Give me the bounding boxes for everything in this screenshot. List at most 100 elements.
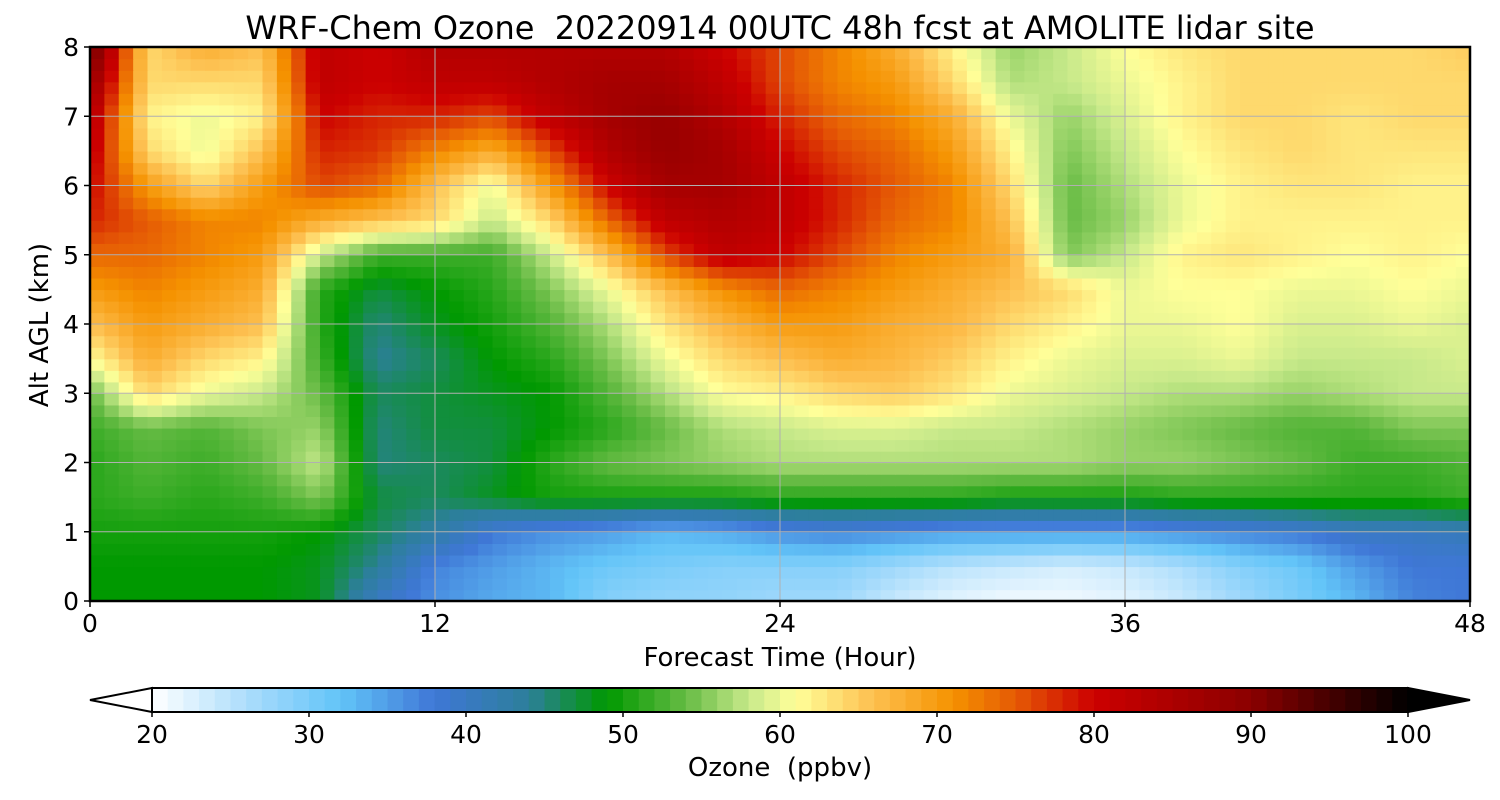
heatmap-cell [895,220,911,233]
heatmap-cell [1081,416,1097,429]
heatmap-cell [837,566,853,579]
heatmap-cell [219,220,235,233]
heatmap-cell [981,116,997,129]
heatmap-cell [621,173,637,187]
heatmap-cell [550,139,566,152]
heatmap-cell [679,485,695,498]
heatmap-cell [909,543,925,556]
heatmap-cell [291,197,307,210]
heatmap-cell [506,70,522,83]
heatmap-cell [104,554,120,568]
heatmap-cell [506,543,522,556]
heatmap-cell [808,416,824,429]
heatmap-cell [1139,254,1155,267]
heatmap-cell [248,450,264,464]
heatmap-cell [435,416,451,429]
heatmap-cell [1398,416,1414,429]
heatmap-cell [1412,335,1428,348]
heatmap-cell [1355,566,1371,579]
heatmap-cell [722,404,738,418]
heatmap-cell [1053,277,1069,291]
heatmap-cell [521,127,537,141]
heatmap-cell [966,324,982,337]
heatmap-cell [1081,485,1097,498]
heatmap-cell [1153,335,1169,348]
heatmap-cell [492,462,508,475]
heatmap-cell [780,254,796,267]
heatmap-cell [938,416,954,429]
heatmap-cell [449,197,465,210]
heatmap-cell [895,577,911,591]
heatmap-cell [909,162,925,175]
heatmap-cell [1283,450,1299,464]
heatmap-cell [1168,393,1184,406]
heatmap-cell [966,93,982,106]
heatmap-cell [291,531,307,544]
heatmap-cell [1010,474,1026,487]
heatmap-cell [205,508,221,521]
heatmap-cell [1024,554,1040,568]
heatmap-cell [205,266,221,279]
heatmap-cell [823,427,839,441]
heatmap-cell [1398,520,1414,533]
heatmap-cell [708,70,724,83]
heatmap-cell [981,277,997,291]
heatmap-cell [1355,173,1371,187]
heatmap-cell [966,485,982,498]
heatmap-cell [478,116,494,129]
heatmap-cell [938,324,954,337]
heatmap-cell [636,300,652,314]
heatmap-cell [305,231,321,244]
heatmap-cell [866,300,882,314]
heatmap-cell [1441,381,1457,394]
heatmap-cell [1110,566,1126,579]
heatmap-cell [133,427,149,441]
heatmap-cell [1283,543,1299,556]
heatmap-cell [377,416,393,429]
heatmap-cell [463,277,479,291]
heatmap-cell [1125,231,1141,244]
heatmap-cell [435,197,451,210]
heatmap-cell [693,531,709,544]
heatmap-cell [1398,231,1414,244]
heatmap-cell [708,116,724,129]
heatmap-cell [1311,243,1327,256]
heatmap-cell [478,47,494,60]
heatmap-cell [722,335,738,348]
heatmap-cell [449,347,465,360]
heatmap-cell [1326,47,1342,60]
heatmap-cell [1225,485,1241,498]
heatmap-cell [435,116,451,129]
heatmap-cell [1182,47,1198,60]
heatmap-cell [1355,150,1371,164]
heatmap-cell [492,589,508,601]
heatmap-cell [995,485,1011,498]
heatmap-cell [1311,266,1327,279]
heatmap-cell [535,427,551,441]
heatmap-cell [377,450,393,464]
heatmap-cell [837,116,853,129]
heatmap-cell [722,81,738,94]
heatmap-cell [1254,416,1270,429]
heatmap-cell [808,427,824,441]
heatmap-cell [248,462,264,475]
heatmap-cell [233,497,249,510]
heatmap-cell [205,162,221,175]
heatmap-cell [679,254,695,267]
heatmap-cell [1441,589,1457,601]
heatmap-cell [909,208,925,221]
heatmap-cell [478,335,494,348]
heatmap-cell [1254,554,1270,568]
heatmap-cell [147,335,163,348]
heatmap-cell [837,231,853,244]
heatmap-cell [233,485,249,498]
heatmap-cell [1340,300,1356,314]
heatmap-cell [1326,508,1342,521]
heatmap-cell [693,324,709,337]
heatmap-cell [923,439,939,452]
heatmap-cell [665,254,681,267]
heatmap-cell [90,462,106,475]
heatmap-cell [1038,404,1054,418]
heatmap-cell [1326,462,1342,475]
heatmap-cell [1240,462,1256,475]
